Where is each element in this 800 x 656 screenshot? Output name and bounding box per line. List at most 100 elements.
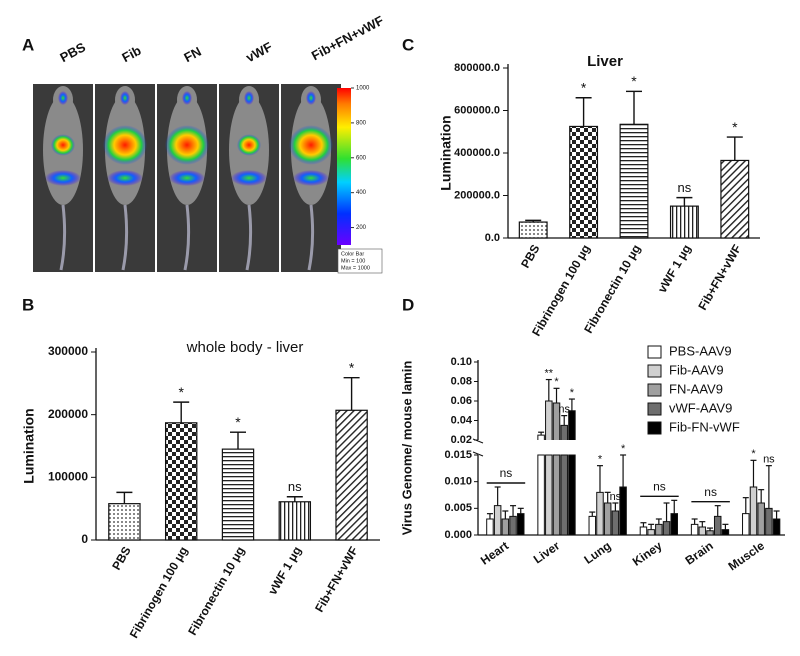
- x-tick-label: Heart: [478, 539, 511, 568]
- bar: [221, 448, 255, 541]
- significance: ns: [763, 454, 775, 466]
- bar: [516, 513, 525, 536]
- y-axis-label: Lumination: [438, 115, 454, 190]
- signal: [231, 170, 267, 186]
- legend-entry: Fib-FN-vWF: [669, 419, 740, 434]
- y-tick-label: 100000: [48, 470, 88, 484]
- y-tick-upper-label: 0.10: [451, 356, 472, 368]
- color-tick-label: 200: [356, 225, 367, 231]
- bar: [537, 434, 545, 536]
- color-tick-label: 800: [356, 120, 367, 126]
- significance: **: [545, 367, 554, 379]
- significance: *: [581, 79, 587, 95]
- color-bar-caption: Color Bar: [341, 251, 364, 257]
- color-bar-caption: Min = 100: [341, 258, 365, 264]
- x-tick-label: Brain: [683, 539, 716, 568]
- legend-entry: PBS-AAV9: [669, 343, 732, 358]
- group-label: Fib+FN+vWF: [309, 13, 386, 64]
- significance: *: [554, 376, 559, 388]
- color-tick-label: 400: [356, 190, 367, 196]
- y-tick-upper-label: 0.06: [451, 395, 472, 407]
- significance: *: [751, 448, 756, 460]
- bar: [706, 530, 714, 536]
- y-tick-label: 0.005: [444, 502, 472, 514]
- x-tick-label: PBS: [518, 242, 542, 270]
- legend-swatch: [647, 383, 662, 397]
- bar: [765, 507, 773, 536]
- panel-label: D: [402, 295, 414, 314]
- significance: ns: [610, 491, 622, 503]
- y-tick-label: 600000.0: [454, 104, 500, 116]
- bar: [662, 521, 671, 536]
- bar: [596, 491, 604, 536]
- bar: [742, 513, 750, 536]
- bar: [772, 518, 781, 536]
- signal: [103, 125, 147, 165]
- signal: [169, 170, 205, 186]
- group-label: Fib: [119, 43, 143, 65]
- y-tick-label: 300000: [48, 344, 88, 358]
- bar: [278, 501, 312, 541]
- significance: *: [631, 73, 637, 89]
- x-tick-label: Kiney: [630, 538, 665, 568]
- mouse-tail: [245, 204, 253, 271]
- y-tick-upper-label: 0.08: [451, 375, 472, 387]
- bar: [647, 529, 655, 536]
- significance: ns: [678, 180, 692, 195]
- color-tick-label: 600: [356, 155, 367, 161]
- mouse-tail: [121, 204, 129, 271]
- bar: [518, 221, 548, 239]
- color-bar: [337, 88, 351, 245]
- legend-swatch: [647, 345, 662, 359]
- color-bar-caption: Max = 1000: [341, 265, 370, 271]
- bar: [335, 409, 368, 541]
- significance: *: [598, 454, 603, 466]
- significance: ns: [704, 485, 717, 499]
- color-tick-label: 1000: [356, 86, 370, 92]
- x-tick-label: Muscle: [726, 538, 768, 573]
- panel-label: C: [402, 35, 414, 54]
- significance: *: [235, 414, 241, 430]
- bar: [619, 123, 649, 239]
- legend-swatch: [647, 364, 662, 378]
- y-tick-label: 0: [81, 532, 88, 546]
- significance: *: [349, 359, 355, 375]
- bar: [509, 515, 517, 536]
- bar: [588, 515, 597, 536]
- y-tick-upper-label: 0.02: [451, 434, 472, 446]
- x-tick-label: vWF 1 μg: [655, 242, 694, 295]
- legend-entry: vWF-AAV9: [669, 400, 732, 415]
- signal: [51, 134, 75, 156]
- significance: *: [178, 384, 184, 400]
- mouse-tail: [59, 204, 67, 271]
- y-axis-label: Lumination: [21, 408, 37, 483]
- y-tick-label: 200000.0: [454, 189, 500, 201]
- bar: [568, 410, 576, 536]
- bar: [611, 510, 620, 536]
- signal: [45, 170, 81, 186]
- y-tick-label: 800000.0: [454, 62, 500, 74]
- bar: [669, 205, 699, 239]
- signal: [237, 134, 261, 156]
- x-tick-label: Fib+FN+vWF: [695, 242, 744, 313]
- bar: [501, 518, 510, 536]
- y-tick-label: 0.010: [444, 476, 472, 488]
- bar: [757, 502, 765, 536]
- bar: [655, 523, 663, 536]
- significance: *: [621, 443, 626, 455]
- bar: [619, 486, 627, 536]
- bar: [569, 125, 599, 239]
- y-tick-label: 400000.0: [454, 147, 500, 159]
- mouse-tail: [307, 204, 315, 271]
- bar: [108, 503, 141, 541]
- bar: [164, 422, 198, 541]
- group-label: vWF: [243, 39, 274, 65]
- legend-swatch: [647, 402, 662, 416]
- legend-entry: FN-AAV9: [669, 381, 723, 396]
- signal: [58, 91, 68, 105]
- bar: [690, 523, 699, 536]
- signal: [293, 170, 329, 186]
- group-label: FN: [181, 44, 203, 65]
- signal: [182, 91, 192, 105]
